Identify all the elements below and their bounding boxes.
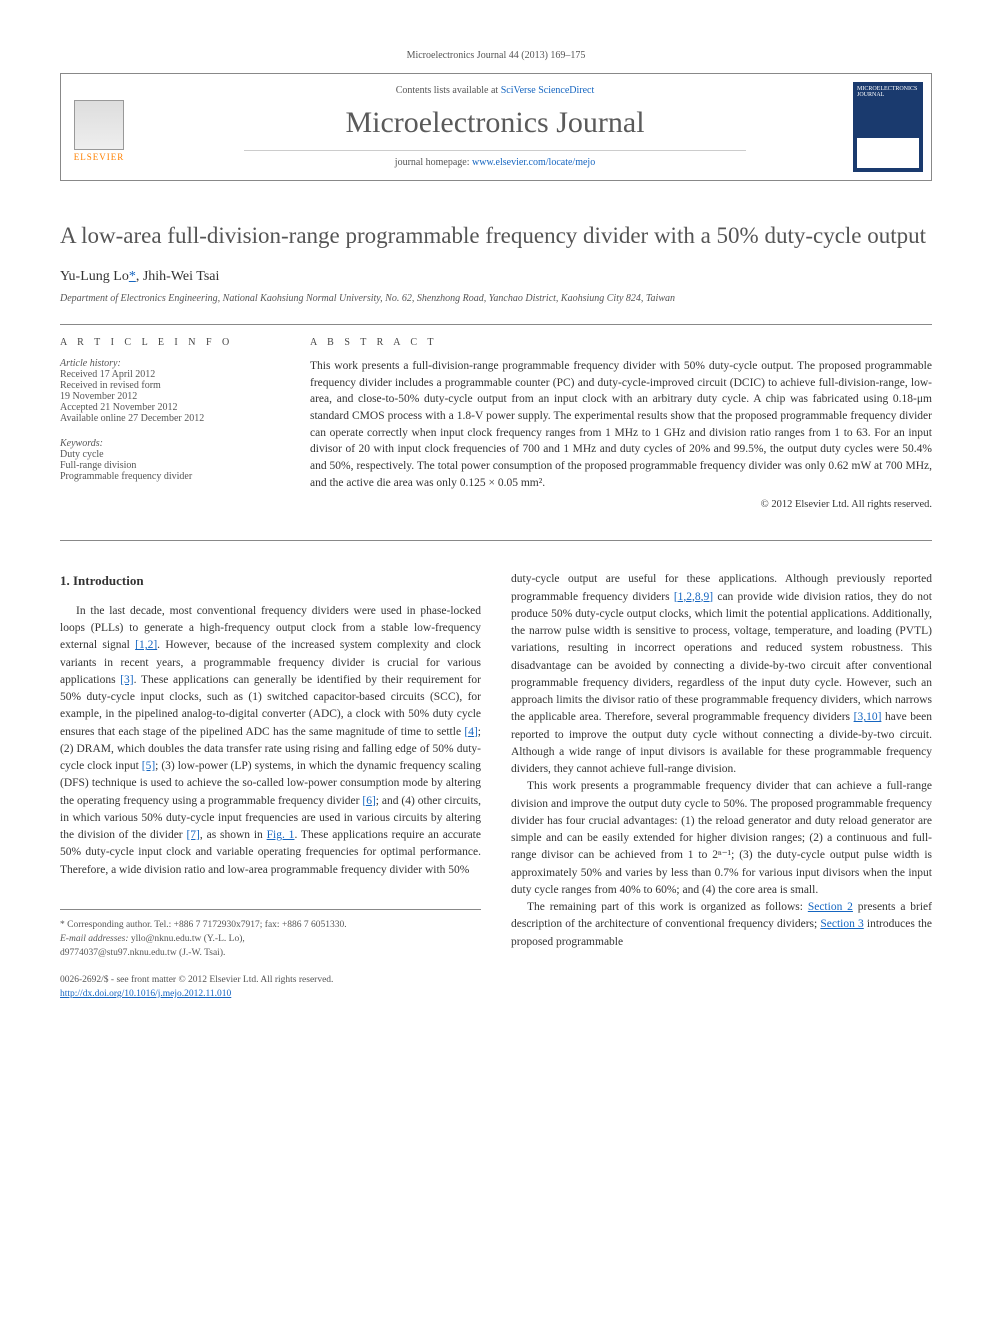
corresponding-footer: * Corresponding author. Tel.: +886 7 717… (60, 909, 481, 961)
abstract-heading: A B S T R A C T (310, 337, 932, 348)
ref-7[interactable]: [7] (186, 829, 199, 841)
publisher-logo: ELSEVIER (69, 92, 129, 162)
journal-reference: Microelectronics Journal 44 (2013) 169–1… (60, 50, 932, 61)
history-revised: Received in revised form (60, 380, 280, 391)
cover-graphic (857, 138, 919, 168)
history-revised-date: 19 November 2012 (60, 391, 280, 402)
body-r-3a: The remaining part of this work is organ… (527, 901, 808, 913)
issn-line: 0026-2692/$ - see front matter © 2012 El… (60, 973, 481, 987)
divider-top (60, 324, 932, 325)
doi-link[interactable]: http://dx.doi.org/10.1016/j.mejo.2012.11… (60, 989, 231, 999)
section-2-link[interactable]: Section 2 (808, 901, 853, 913)
ref-3[interactable]: [3] (120, 674, 133, 686)
journal-cover-thumbnail: MICROELECTRONICS JOURNAL (853, 82, 923, 172)
author-1: Yu-Lung Lo (60, 269, 129, 284)
column-right: duty-cycle output are useful for these a… (511, 571, 932, 1001)
abstract-text: This work presents a full-division-range… (310, 358, 932, 491)
sciencedirect-link[interactable]: SciVerse ScienceDirect (501, 85, 595, 96)
history-online: Available online 27 December 2012 (60, 413, 280, 424)
author-2: , Jhih-Wei Tsai (136, 269, 220, 284)
body-r-1b: can provide wide division ratios, they d… (511, 591, 932, 724)
body-l-1g: , as shown in (200, 829, 267, 841)
homepage-link[interactable]: www.elsevier.com/locate/mejo (472, 157, 595, 168)
history-label: Article history: (60, 358, 280, 369)
contents-prefix: Contents lists available at (396, 85, 501, 96)
elsevier-tree-icon (74, 100, 124, 150)
cover-title: MICROELECTRONICS JOURNAL (857, 86, 919, 98)
divider-bottom (60, 540, 932, 541)
keyword-2: Full-range division (60, 460, 280, 471)
keyword-3: Programmable frequency divider (60, 471, 280, 482)
homepage-prefix: journal homepage: (395, 157, 472, 168)
corresponding-mark[interactable]: * (129, 269, 136, 284)
abstract-block: A B S T R A C T This work presents a ful… (310, 337, 932, 510)
ref-4[interactable]: [4] (464, 726, 477, 738)
keywords-label: Keywords: (60, 438, 280, 449)
history-received: Received 17 April 2012 (60, 369, 280, 380)
email-2: d9774037@stu97.nknu.edu.tw (J.-W. Tsai). (60, 946, 481, 960)
section-1-heading: 1. Introduction (60, 571, 481, 591)
ref-5[interactable]: [5] (142, 760, 155, 772)
journal-homepage: journal homepage: www.elsevier.com/locat… (244, 150, 745, 168)
publisher-name: ELSEVIER (74, 152, 125, 162)
article-info-sidebar: A R T I C L E I N F O Article history: R… (60, 337, 280, 510)
ref-6[interactable]: [6] (362, 795, 375, 807)
body-columns: 1. Introduction In the last decade, most… (60, 571, 932, 1001)
section-3-link[interactable]: Section 3 (820, 918, 863, 930)
journal-header: ELSEVIER Contents lists available at Sci… (60, 73, 932, 181)
article-title: A low-area full-division-range programma… (60, 221, 932, 251)
history-accepted: Accepted 21 November 2012 (60, 402, 280, 413)
ref-1289[interactable]: [1,2,8,9] (674, 591, 713, 603)
authors-line: Yu-Lung Lo*, Jhih-Wei Tsai (60, 269, 932, 285)
article-info-heading: A R T I C L E I N F O (60, 337, 280, 348)
journal-title: Microelectronics Journal (137, 106, 853, 140)
email-label: E-mail addresses: (60, 934, 131, 944)
column-left: 1. Introduction In the last decade, most… (60, 571, 481, 1001)
email-1: yllo@nknu.edu.tw (Y.-L. Lo), (131, 934, 245, 944)
doi-block: 0026-2692/$ - see front matter © 2012 El… (60, 973, 481, 1002)
ref-310[interactable]: [3,10] (854, 711, 882, 723)
keyword-1: Duty cycle (60, 449, 280, 460)
abstract-copyright: © 2012 Elsevier Ltd. All rights reserved… (310, 499, 932, 510)
affiliation: Department of Electronics Engineering, N… (60, 293, 932, 304)
fig-1-link[interactable]: Fig. 1 (267, 829, 295, 841)
body-r-p2: This work presents a programmable freque… (511, 778, 932, 899)
ref-1-2[interactable]: [1,2] (135, 639, 157, 651)
corr-author-line: * Corresponding author. Tel.: +886 7 717… (60, 918, 481, 932)
contents-available: Contents lists available at SciVerse Sci… (137, 85, 853, 96)
